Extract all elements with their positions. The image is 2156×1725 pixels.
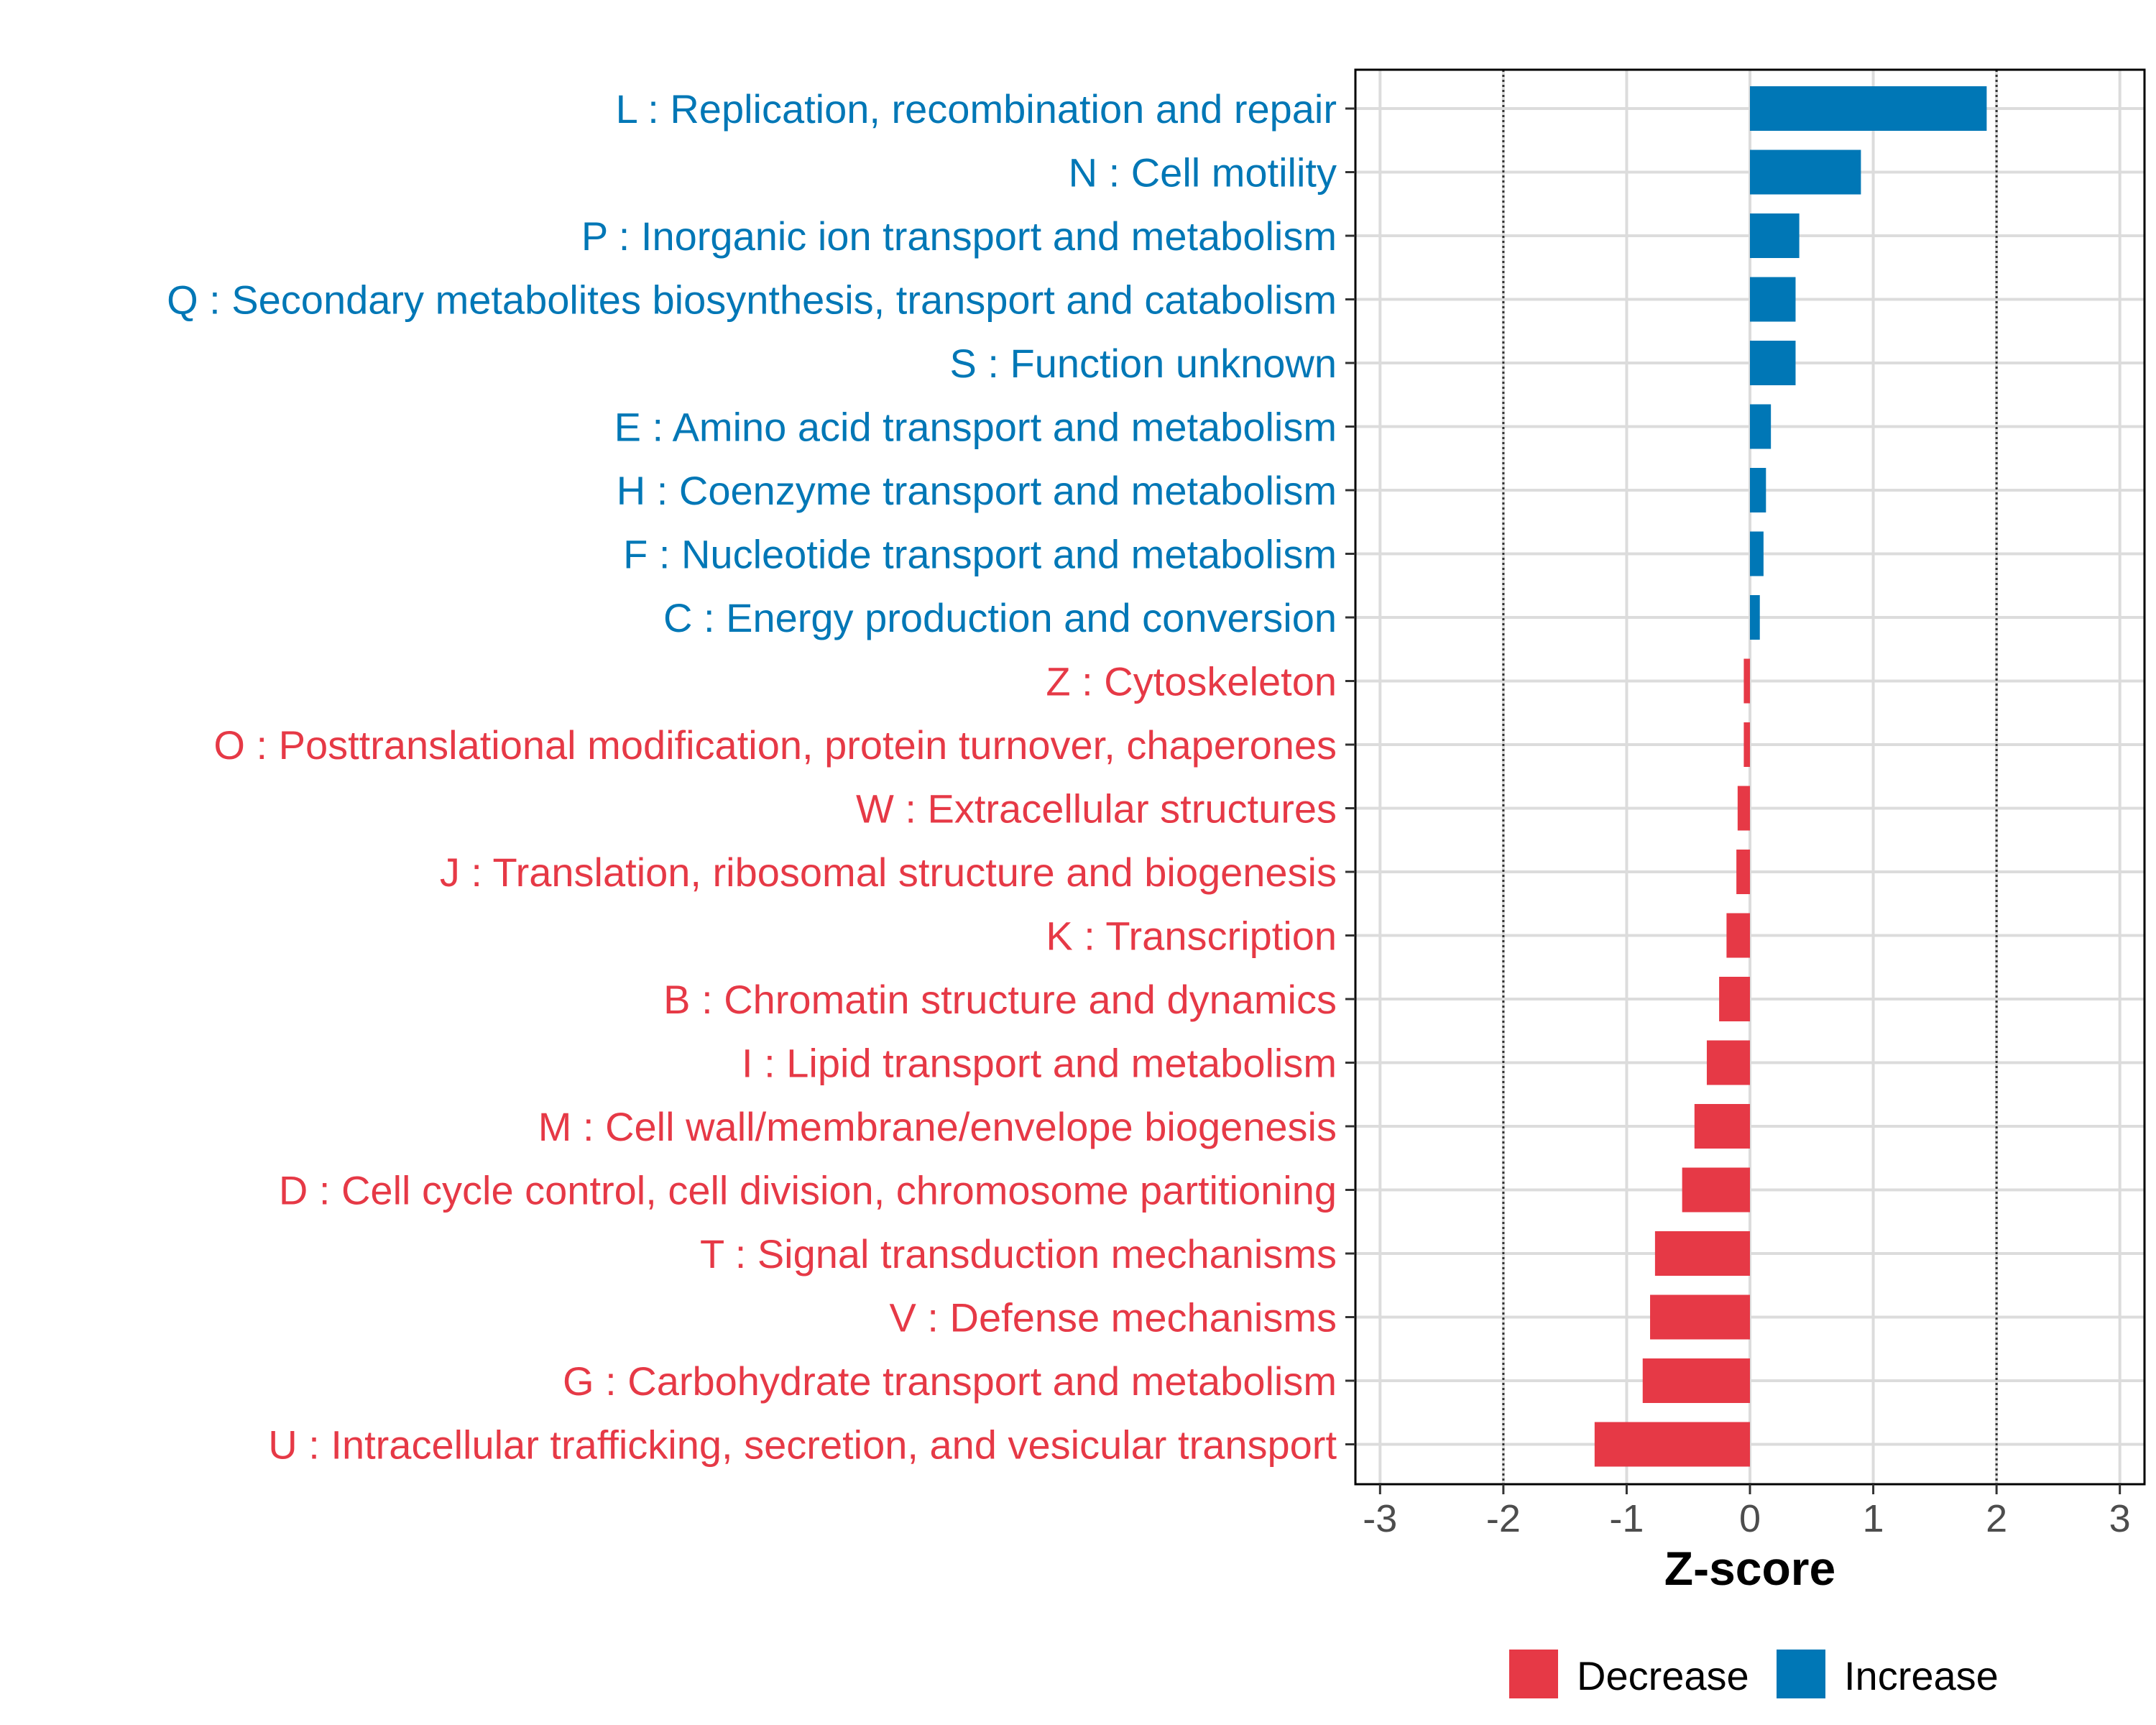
category-label: I : Lipid transport and metabolism (742, 1041, 1337, 1086)
legend-label: Increase (1844, 1653, 1999, 1698)
bar (1719, 977, 1750, 1021)
bar (1750, 213, 1800, 258)
bar (1682, 1167, 1750, 1213)
category-label: Z : Cytoskeleton (1046, 659, 1337, 704)
category-label: N : Cell motility (1069, 150, 1337, 196)
bar (1650, 1294, 1750, 1340)
bar (1750, 531, 1764, 576)
x-tick-label: -3 (1363, 1497, 1397, 1540)
bar (1737, 786, 1750, 831)
bar (1750, 277, 1796, 322)
category-label: F : Nucleotide transport and metabolism (623, 532, 1337, 577)
bar (1594, 1422, 1750, 1467)
bar (1743, 658, 1750, 704)
category-label: L : Replication, recombination and repai… (616, 86, 1337, 132)
bar (1736, 850, 1750, 894)
category-labels: L : Replication, recombination and repai… (167, 86, 1337, 1468)
bar (1726, 913, 1750, 958)
bar (1750, 86, 1987, 131)
bars (1594, 86, 1987, 1467)
category-label: E : Amino acid transport and metabolism (614, 405, 1337, 450)
bar (1694, 1104, 1750, 1149)
category-label: P : Inorganic ion transport and metaboli… (581, 213, 1337, 259)
x-tick-label: 2 (1986, 1497, 2007, 1540)
category-label: W : Extracellular structures (856, 786, 1337, 832)
category-label: K : Transcription (1046, 914, 1337, 959)
bar (1750, 150, 1861, 195)
bar (1642, 1358, 1750, 1403)
x-tick-label: -2 (1486, 1497, 1521, 1540)
category-label: M : Cell wall/membrane/envelope biogenes… (538, 1104, 1337, 1149)
reference-lines (1502, 70, 1998, 1484)
category-label: J : Translation, ribosomal structure and… (440, 850, 1337, 895)
bar (1750, 341, 1796, 385)
category-label: O : Posttranslational modification, prot… (213, 722, 1337, 768)
category-label: D : Cell cycle control, cell division, c… (279, 1168, 1337, 1213)
legend-key (1777, 1650, 1825, 1698)
bar (1743, 722, 1750, 767)
legend-label: Decrease (1577, 1653, 1749, 1698)
category-label: S : Function unknown (949, 341, 1337, 386)
category-label: B : Chromatin structure and dynamics (663, 977, 1337, 1022)
x-tick-label: 0 (1739, 1497, 1761, 1540)
category-label: G : Carbohydrate transport and metabolis… (563, 1358, 1337, 1404)
bar (1750, 404, 1772, 449)
bar (1750, 468, 1766, 512)
x-tick-label: 3 (2109, 1497, 2131, 1540)
category-label: H : Coenzyme transport and metabolism (617, 468, 1337, 513)
bar (1750, 595, 1760, 640)
bar (1706, 1040, 1750, 1085)
category-label: T : Signal transduction mechanisms (700, 1231, 1337, 1276)
legend-key (1509, 1650, 1558, 1698)
legend: Decrease Increase (1509, 1650, 1999, 1698)
category-label: Q : Secondary metabolites biosynthesis, … (167, 277, 1337, 323)
x-tick-label: -1 (1609, 1497, 1644, 1540)
category-label: V : Defense mechanisms (890, 1295, 1337, 1340)
y-axis-ticks (1345, 107, 1355, 1445)
x-tick-label: 1 (1863, 1497, 1884, 1540)
category-label: C : Energy production and conversion (663, 595, 1337, 640)
category-label: U : Intracellular trafficking, secretion… (268, 1422, 1337, 1468)
x-axis-title: Z-score (1664, 1542, 1835, 1595)
x-axis-ticks: -3 -2 -1 0 1 2 3 (1363, 1484, 2131, 1540)
bar (1654, 1231, 1750, 1276)
